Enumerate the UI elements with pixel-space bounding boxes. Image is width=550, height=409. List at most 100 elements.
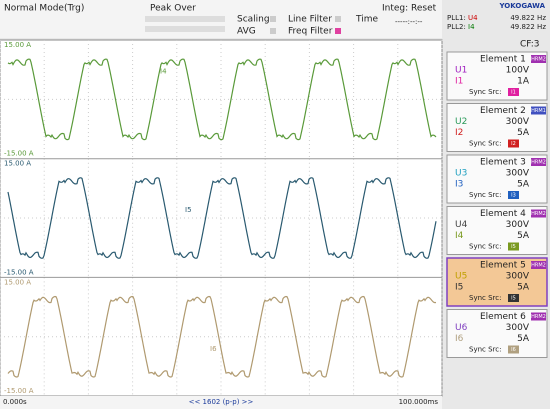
indicator [270,28,276,34]
current-name: I2 [455,128,463,138]
voltage-name: U4 [455,220,468,230]
pll1-value: 49.822 Hz [510,14,546,22]
indicator [335,28,341,34]
peak-bar [145,26,225,32]
element-box [446,103,548,152]
current-name: I3 [455,180,463,190]
voltage-name: U2 [455,117,467,127]
brand: YOKOGAWA [498,2,545,10]
sync-label: Sync Src: [469,140,501,148]
sync-source: I2 [511,141,516,147]
integ-time: -----:--:-- [395,18,423,26]
waveform [7,58,437,141]
hrm-label: HRM2 [531,57,546,63]
voltage-name: U1 [455,66,467,76]
element-box [446,257,548,307]
peak-bar [145,16,225,22]
trace-name: I5 [185,206,192,214]
range-top: 15.00 A [4,160,31,168]
range-bottom: -15.00 A [4,150,34,158]
voltage-range: 300V [506,169,530,179]
pll2-src: I4 [468,23,475,31]
range-bottom: -15.00 A [4,387,34,395]
current-name: I1 [455,77,463,87]
hrm-badge [531,261,546,269]
sync-badge [508,88,519,96]
trace-name: I4 [160,67,167,75]
range-bottom: -15.00 A [4,268,34,276]
current-name: I4 [455,231,464,241]
range-top: 15.00 A [4,278,31,286]
hrm-label: HRM2 [531,211,546,217]
element-box [446,309,548,358]
hrm-badge [531,158,546,166]
element-title: Element 5 [480,261,526,271]
element-box [446,51,548,101]
voltage-range: 100V [506,66,530,76]
element-title: Element 6 [480,312,526,322]
element-title: Element 2 [480,106,526,116]
voltage-range: 300V [506,220,530,230]
sync-badge [508,139,519,148]
hrm-label: HRM2 [531,160,546,166]
waveform [7,177,437,259]
current-range: 5A [517,128,530,138]
record-info: << 1602 (p-p) >> [189,398,254,406]
hrm-badge [531,209,546,218]
pll1: PLL1: [447,14,466,22]
time-end: 100.000ms [399,398,439,406]
current-range: 5A [517,231,530,241]
sync-source: I5 [511,296,516,302]
hrm-badge [531,312,546,321]
pll2-value: 49.822 Hz [510,23,546,31]
current-range: 5A [517,283,530,293]
freq-filter: Freq Filter [288,27,333,37]
indicator [270,16,276,22]
element-title: Element 4 [480,209,526,219]
current-range: 1A [517,77,530,87]
sync-label: Sync Src: [469,88,501,96]
current-name: I5 [455,283,463,293]
voltage-name: U6 [455,323,468,333]
mode: Normal Mode(Trg) [4,4,84,14]
element-title: Element 1 [480,55,526,65]
crest-factor: CF:3 [520,40,540,50]
peak-over: Peak Over [150,4,196,14]
scaling: Scaling [237,15,270,25]
voltage-range: 300V [506,117,530,127]
voltage-range: 300V [506,272,530,282]
current-range: 5A [517,180,530,190]
pll2: PLL2: [447,23,466,31]
sync-source: I5 [511,244,516,250]
hrm-badge [531,106,546,115]
hrm-badge [531,55,546,63]
sync-badge [508,345,519,354]
sync-badge [508,242,519,251]
hrm-label: HRM1 [531,108,546,114]
element-box [446,206,548,255]
sync-source: I6 [511,347,516,353]
range-top: 15.00 A [4,41,31,49]
indicator [335,16,341,22]
voltage-name: U3 [455,169,467,179]
sync-source: I1 [511,90,516,96]
sync-label: Sync Src: [469,346,501,354]
voltage-name: U5 [455,272,467,282]
sync-badge [508,191,519,199]
sync-label: Sync Src: [469,294,501,302]
hrm-label: HRM2 [531,263,546,269]
integ: Integ: Reset [382,4,437,14]
waveform [7,295,437,378]
voltage-range: 300V [506,323,530,333]
current-range: 5A [517,334,530,344]
hrm-label: HRM2 [531,314,546,320]
trace-name: I6 [210,345,217,353]
footer-bar [0,396,442,409]
sync-source: I3 [511,193,516,199]
element-box [446,154,548,204]
time-label: Time [355,15,378,25]
sync-label: Sync Src: [469,191,501,199]
time-start: 0.000s [3,398,27,406]
current-name: I6 [455,334,464,344]
